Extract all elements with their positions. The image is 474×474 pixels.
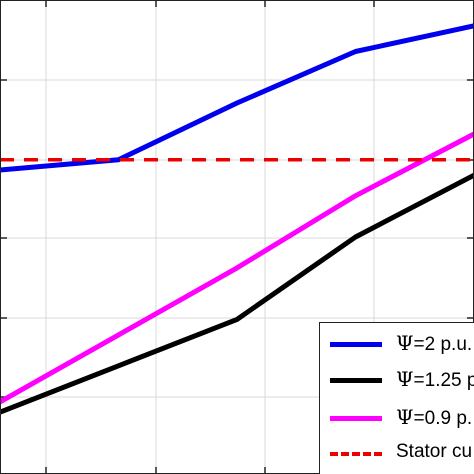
legend-label: Stator cu xyxy=(396,441,473,462)
series-lines xyxy=(0,23,474,415)
legend-line-black xyxy=(330,378,382,383)
legend-entry-psi-0-9: Ψ=0.9 p. xyxy=(320,399,474,435)
legend-entry-psi-2: Ψ=2 p.u. xyxy=(320,325,474,361)
series-line-0 xyxy=(0,23,474,173)
legend-line-red-dashed xyxy=(330,452,382,456)
legend-entry-psi-1-25: Ψ=1.25 p. xyxy=(320,361,474,397)
legend-line-blue xyxy=(330,342,382,347)
legend: Ψ=2 p.u. Ψ=1.25 p. Ψ=0.9 p. Stator cu xyxy=(319,322,474,474)
psi-symbol: Ψ xyxy=(396,331,414,355)
legend-label: =2 p.u. xyxy=(413,334,473,355)
legend-label: =1.25 p. xyxy=(413,370,474,391)
legend-label: =0.9 p. xyxy=(413,408,473,429)
legend-line-magenta xyxy=(330,416,382,421)
psi-symbol: Ψ xyxy=(396,367,414,391)
psi-symbol: Ψ xyxy=(396,405,414,429)
series-line-1 xyxy=(0,172,474,415)
series-line-2 xyxy=(0,131,474,405)
legend-entry-stator: Stator cu xyxy=(320,435,474,471)
